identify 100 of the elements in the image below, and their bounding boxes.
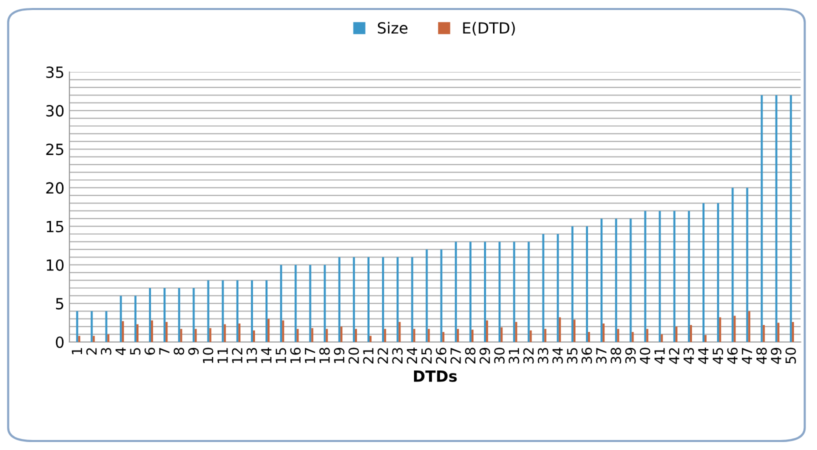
x-tick-label: 7 bbox=[159, 348, 170, 355]
x-tick-label: 50 bbox=[785, 348, 796, 364]
bar bbox=[268, 318, 270, 342]
x-tick-label: 31 bbox=[508, 348, 520, 364]
x-tick-label: 45 bbox=[712, 348, 724, 364]
x-tick-label: 39 bbox=[625, 348, 636, 364]
bar bbox=[166, 322, 168, 342]
legend-label: Size bbox=[378, 22, 408, 34]
y-tick-label: 0 bbox=[56, 336, 64, 348]
x-tick-label: 14 bbox=[261, 348, 272, 364]
bar bbox=[630, 218, 632, 342]
y-tick-label: 10 bbox=[46, 259, 64, 271]
x-tick-label: 29 bbox=[480, 348, 490, 364]
bar bbox=[792, 322, 794, 342]
x-axis-title: DTDs bbox=[414, 370, 457, 382]
bar bbox=[354, 328, 357, 342]
bar bbox=[660, 334, 663, 342]
bar bbox=[544, 328, 546, 342]
bar bbox=[151, 320, 154, 342]
bar bbox=[556, 234, 559, 342]
bar bbox=[456, 328, 459, 342]
bar bbox=[644, 210, 646, 342]
bar bbox=[602, 323, 605, 342]
bar bbox=[76, 311, 78, 342]
bar bbox=[238, 323, 240, 342]
bar bbox=[148, 288, 152, 342]
x-tick-label: 1 bbox=[72, 348, 82, 354]
x-tick-label: 36 bbox=[582, 348, 592, 364]
x-tick-label: 43 bbox=[683, 348, 694, 364]
bar bbox=[760, 95, 763, 342]
x-tick-label: 13 bbox=[246, 348, 258, 364]
bar bbox=[224, 324, 226, 342]
bar bbox=[646, 328, 648, 342]
x-tick-label: 10 bbox=[202, 348, 214, 364]
bar bbox=[370, 336, 372, 342]
bar bbox=[719, 317, 722, 342]
bar bbox=[78, 336, 80, 342]
bar bbox=[790, 95, 792, 342]
bar bbox=[717, 203, 720, 342]
x-tick-label: 46 bbox=[727, 348, 738, 364]
x-tick-label: 22 bbox=[378, 348, 388, 364]
bar bbox=[528, 242, 530, 342]
x-tick-label: 15 bbox=[276, 348, 286, 364]
x-tick-label: 42 bbox=[668, 348, 680, 364]
x-tick-label: 48 bbox=[756, 348, 767, 364]
bar bbox=[294, 264, 297, 342]
bar bbox=[164, 288, 166, 342]
bar bbox=[530, 330, 532, 342]
bar bbox=[732, 188, 734, 342]
bar bbox=[734, 316, 736, 342]
bar bbox=[688, 210, 690, 342]
bar bbox=[498, 242, 501, 342]
x-tick-label: 24 bbox=[406, 348, 418, 364]
bar bbox=[702, 203, 705, 342]
bar bbox=[222, 280, 224, 342]
bar bbox=[384, 328, 386, 342]
bar bbox=[615, 218, 618, 342]
x-tick-label: 44 bbox=[698, 348, 708, 364]
x-tick-label: 2 bbox=[86, 348, 97, 355]
bar bbox=[748, 311, 750, 342]
x-tick-label: 16 bbox=[290, 348, 301, 364]
x-tick-label: 40 bbox=[640, 348, 650, 364]
bar bbox=[207, 280, 210, 342]
bar bbox=[105, 311, 108, 342]
bar bbox=[309, 264, 312, 342]
bar bbox=[340, 326, 342, 342]
x-tick-label: 23 bbox=[392, 348, 403, 364]
x-tick-label: 19 bbox=[334, 348, 344, 364]
bar bbox=[90, 311, 93, 342]
x-tick-label: 27 bbox=[450, 348, 461, 364]
legend-label: E(DTD) bbox=[463, 22, 515, 36]
bar bbox=[367, 257, 370, 342]
bar bbox=[600, 218, 603, 342]
bar bbox=[194, 328, 197, 342]
bar bbox=[673, 210, 676, 342]
x-tick-label: 41 bbox=[654, 348, 665, 364]
bar bbox=[632, 332, 634, 342]
x-tick-label: 49 bbox=[770, 348, 782, 364]
bar bbox=[236, 280, 238, 342]
x-tick-label: 5 bbox=[130, 348, 140, 355]
x-tick-label: 9 bbox=[188, 348, 199, 355]
bar bbox=[515, 322, 518, 342]
bar bbox=[136, 324, 138, 342]
bar bbox=[192, 288, 195, 342]
bar bbox=[296, 328, 299, 342]
bar bbox=[352, 257, 355, 342]
bar bbox=[209, 328, 212, 342]
x-tick-label: 11 bbox=[218, 348, 228, 364]
bar bbox=[122, 321, 124, 342]
bar bbox=[326, 328, 328, 342]
x-tick-label: 35 bbox=[566, 348, 578, 364]
bar bbox=[704, 335, 707, 342]
bar bbox=[558, 317, 561, 342]
bar bbox=[398, 322, 401, 342]
bar bbox=[454, 242, 457, 342]
bar bbox=[134, 296, 136, 342]
bar bbox=[746, 188, 748, 342]
bar bbox=[178, 288, 180, 342]
x-tick-label: 32 bbox=[523, 348, 534, 364]
bar bbox=[180, 328, 182, 342]
